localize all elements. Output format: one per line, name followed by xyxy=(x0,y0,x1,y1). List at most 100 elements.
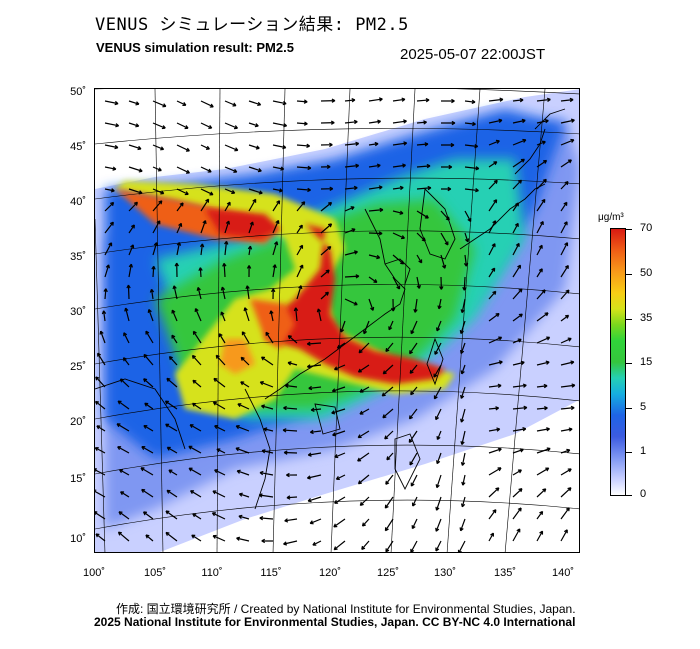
wind-arrow xyxy=(392,119,407,124)
wind-arrow xyxy=(384,518,394,532)
wind-arrow xyxy=(224,220,231,234)
wind-arrow xyxy=(104,264,110,278)
wind-arrow xyxy=(560,529,568,542)
wind-arrow xyxy=(284,518,298,523)
wind-arrow xyxy=(440,254,447,269)
colorbar-tick xyxy=(626,495,632,496)
wind-arrow xyxy=(199,243,205,256)
wind-arrow xyxy=(141,446,154,454)
wind-arrow xyxy=(176,166,190,174)
wind-arrow xyxy=(176,100,187,107)
wind-arrow xyxy=(213,377,226,388)
wind-arrow xyxy=(344,119,358,125)
wind-arrow xyxy=(512,264,522,278)
title-english: VENUS simulation result: PM2.5 xyxy=(96,40,294,55)
wind-arrow xyxy=(117,446,130,454)
wind-arrow xyxy=(104,166,117,171)
wind-arrow xyxy=(560,221,568,234)
wind-arrow xyxy=(95,376,106,388)
wind-arrow xyxy=(331,408,346,415)
wind-arrow xyxy=(560,448,571,454)
wind-arrow xyxy=(296,187,311,193)
wind-arrow xyxy=(536,159,548,168)
wind-arrow xyxy=(560,138,575,146)
wind-arrow xyxy=(191,534,202,542)
wind-vectors xyxy=(95,97,576,552)
wind-arrow xyxy=(488,161,498,168)
wind-arrow xyxy=(488,532,494,542)
wind-arrow xyxy=(99,330,106,344)
wind-arrow xyxy=(460,342,466,354)
wind-arrow xyxy=(344,98,356,103)
wind-arrow xyxy=(141,488,154,498)
wind-arrow xyxy=(272,166,285,171)
wind-arrow xyxy=(437,298,442,310)
wind-arrow xyxy=(560,118,575,124)
wind-arrow xyxy=(512,469,522,476)
wind-arrow xyxy=(286,495,298,500)
wind-arrow xyxy=(382,364,394,375)
wind-arrow xyxy=(259,381,274,388)
colorbar xyxy=(610,228,626,496)
wind-arrow xyxy=(512,405,528,411)
wind-arrow xyxy=(218,333,226,344)
wind-arrow xyxy=(368,185,383,190)
wind-arrow xyxy=(488,220,497,234)
wind-arrow xyxy=(128,263,134,278)
wind-arrow xyxy=(212,534,226,542)
wind-arrow xyxy=(416,276,421,289)
wind-arrow xyxy=(192,513,202,520)
wind-arrow xyxy=(283,405,298,411)
wind-arrow xyxy=(536,244,543,256)
wind-arrow xyxy=(392,97,406,102)
wind-arrow xyxy=(392,141,408,146)
wind-arrow xyxy=(344,141,360,147)
wind-arrow xyxy=(220,286,226,300)
wind-arrow xyxy=(196,286,202,300)
wind-arrow xyxy=(296,224,303,234)
wind-arrow xyxy=(390,298,396,312)
wind-arrow xyxy=(123,332,130,344)
wind-arrow xyxy=(240,381,250,388)
wind-arrow xyxy=(536,447,551,454)
wind-arrow xyxy=(212,490,226,498)
wind-arrow xyxy=(152,122,166,130)
wind-arrow xyxy=(512,222,519,234)
wind-arrow xyxy=(536,312,549,322)
wind-arrow xyxy=(104,144,119,150)
wind-arrow xyxy=(339,320,346,333)
wind-arrow xyxy=(188,467,202,476)
wind-arrow xyxy=(152,220,161,234)
wind-arrow xyxy=(224,240,229,256)
wind-arrow xyxy=(116,423,130,432)
wind-arrow xyxy=(464,121,476,127)
wind-arrow xyxy=(119,469,130,476)
wind-arrow xyxy=(560,405,575,411)
wind-arrow xyxy=(488,97,504,102)
wind-arrow xyxy=(512,202,520,212)
wind-arrow xyxy=(488,406,500,411)
wind-arrow xyxy=(488,427,501,432)
wind-arrow xyxy=(214,469,226,476)
wind-arrow xyxy=(104,100,119,106)
wind-arrow xyxy=(460,452,466,466)
wind-arrow xyxy=(144,402,154,410)
wind-arrow xyxy=(296,264,304,278)
lat-label-10: 10˚ xyxy=(70,533,86,545)
colorbar-label-0: 0 xyxy=(640,488,647,500)
wind-arrow xyxy=(368,207,384,213)
wind-arrow xyxy=(145,330,154,344)
wind-arrow xyxy=(320,201,333,212)
wind-arrow xyxy=(165,510,178,520)
wind-arrow xyxy=(560,383,576,388)
wind-arrow xyxy=(296,244,304,256)
wind-arrow xyxy=(439,276,444,290)
wind-arrow xyxy=(192,330,202,344)
wind-arrow xyxy=(124,307,130,322)
wind-arrow xyxy=(344,185,358,191)
wind-arrow xyxy=(440,232,449,246)
wind-arrow xyxy=(440,210,450,221)
wind-arrow xyxy=(332,430,346,437)
wind-arrow xyxy=(224,100,237,107)
wind-arrow xyxy=(411,496,418,507)
